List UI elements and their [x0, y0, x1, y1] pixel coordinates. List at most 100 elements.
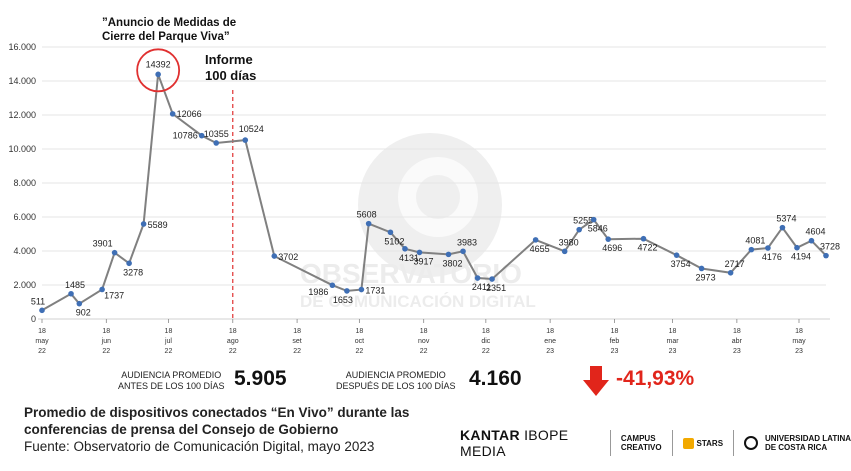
data-point [99, 286, 105, 293]
data-label: 4722 [637, 243, 657, 253]
data-label: 5102 [384, 236, 404, 246]
y-tick-label: 8.000 [13, 178, 36, 188]
x-tick-label: jul [164, 338, 172, 345]
after-average-value: 4.160 [469, 367, 522, 390]
event-annotation: ”Anuncio de Medidas de Cierre del Parque… [102, 17, 237, 43]
data-point [111, 249, 118, 256]
data-label: 2973 [696, 272, 716, 282]
data-point [779, 224, 786, 231]
x-tick-label: ago [227, 338, 239, 345]
y-tick-label: 0 [31, 314, 36, 324]
x-tick-label: 18 [669, 328, 677, 335]
x-tick-label: 22 [229, 348, 237, 355]
x-tick-label: 18 [420, 328, 428, 335]
data-point [242, 137, 249, 143]
data-label: 4655 [530, 244, 550, 254]
after-average-label: AUDIENCIA PROMEDIO DESPUÉS DE LOS 100 DÍ… [336, 370, 456, 391]
x-tick-label: 18 [38, 328, 46, 335]
data-label: 3917 [413, 256, 433, 266]
x-tick-label: 22 [482, 348, 490, 355]
y-tick-label: 16.000 [8, 42, 36, 52]
x-tick-label: abr [732, 338, 743, 345]
x-tick-label: 22 [102, 348, 110, 355]
x-tick-label: nov [418, 338, 430, 345]
x-tick-label: 18 [482, 328, 490, 335]
data-label: 3702 [278, 252, 298, 262]
x-tick-label: 22 [38, 348, 46, 355]
x-tick-label: jun [101, 338, 111, 345]
ulatina-logo: UNIVERSIDAD LATINA DE COSTA RICA [743, 434, 851, 452]
data-label: 3728 [820, 242, 840, 252]
data-point [445, 251, 452, 258]
data-point [460, 248, 466, 255]
data-point [358, 286, 365, 293]
x-tick-label: 18 [102, 328, 110, 335]
data-label: 4194 [791, 252, 811, 262]
watermark-title: OBSERVATORIO [300, 258, 522, 289]
data-point [387, 229, 394, 236]
ulatina-text: UNIVERSIDAD LATINA DE COSTA RICA [764, 434, 851, 452]
data-label: 10355 [204, 129, 229, 139]
x-tick-label: 18 [229, 328, 237, 335]
data-point [727, 270, 734, 276]
data-label: 5589 [148, 220, 168, 230]
data-label: 12066 [177, 109, 202, 119]
data-point [673, 252, 680, 258]
data-label: 4131 [399, 253, 419, 263]
data-point [140, 221, 147, 227]
data-point [765, 245, 771, 251]
logo-divider [671, 430, 673, 456]
data-label: 1731 [365, 286, 385, 296]
data-point [823, 252, 829, 259]
kantar-logo: KANTAR IBOPE MEDIA [460, 427, 600, 459]
x-tick-label: 18 [355, 328, 363, 335]
data-point [416, 249, 423, 256]
data-point [344, 288, 350, 294]
x-tick-label: 23 [733, 348, 741, 355]
data-label: 4604 [805, 227, 825, 237]
data-label: 4176 [762, 252, 782, 262]
x-tick-label: 22 [165, 348, 173, 355]
change-percentage: -41,93% [616, 367, 695, 390]
x-tick-label: 18 [795, 328, 803, 335]
x-tick-label: oct [355, 338, 364, 345]
x-tick-label: may [35, 338, 49, 345]
data-point [68, 290, 74, 297]
data-point [76, 300, 83, 307]
logo-divider [609, 430, 611, 456]
data-label: 511 [31, 296, 45, 306]
x-tick-label: 23 [546, 348, 554, 355]
before-average-label: AUDIENCIA PROMEDIO ANTES DE LOS 100 DÍAS [118, 370, 225, 391]
data-label: 14392 [146, 59, 171, 69]
data-point [532, 237, 539, 243]
y-axis: 0 2.000 4.000 6.000 8.000 10.000 12.000 14.000 1… [8, 42, 36, 324]
caption-source: Fuente: Observatorio de Comunicación Dig… [24, 439, 375, 454]
campus-creativo-logo: CAMPUS CREATIVO [620, 434, 662, 452]
data-label: 1737 [104, 290, 124, 300]
x-tick-label: 22 [293, 348, 301, 355]
data-point [271, 253, 278, 259]
y-tick-label: 14.000 [8, 76, 36, 86]
data-point [365, 220, 372, 227]
data-label: 3901 [93, 239, 113, 249]
data-point [39, 307, 45, 314]
x-tick-label: dic [481, 338, 490, 345]
data-label: 1653 [333, 295, 353, 305]
peak-highlight-circle [136, 48, 181, 93]
data-point [213, 140, 220, 146]
x-tick-label: 23 [795, 348, 803, 355]
caption-title: Promedio de dispositivos conectados “En … [24, 405, 410, 437]
x-tick-label: 22 [420, 348, 428, 355]
kantar-text: KANTAR [460, 427, 520, 443]
data-label: 1986 [308, 287, 328, 297]
data-label: 3278 [123, 267, 143, 277]
logo-divider [733, 430, 734, 456]
data-label: 902 [76, 308, 91, 318]
y-tick-label: 10.000 [8, 144, 36, 154]
data-point [198, 132, 205, 139]
data-label: 3802 [443, 258, 463, 268]
data-label: 5846 [588, 224, 608, 234]
arrow-down-icon [583, 366, 609, 396]
partner-logos: KANTAR IBOPE MEDIA CAMPUS CREATIVO STARS… [460, 427, 851, 459]
